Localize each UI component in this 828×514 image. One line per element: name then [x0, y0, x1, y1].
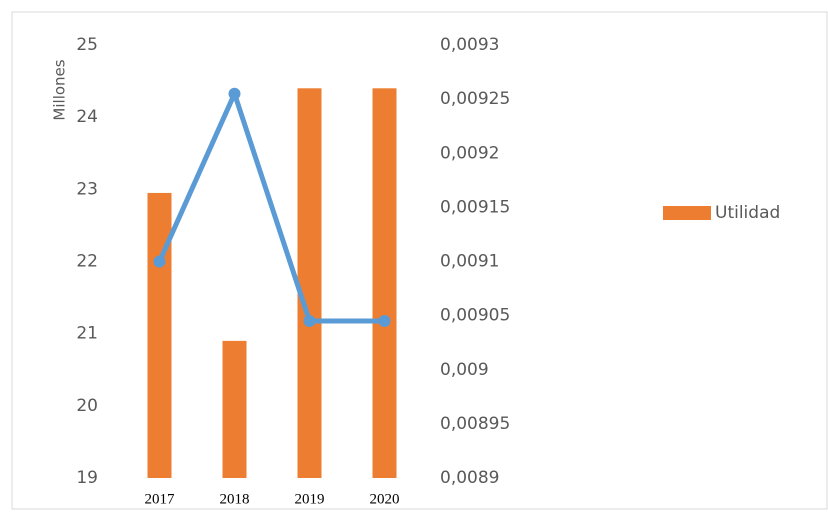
y-tick-label: 23 [76, 179, 98, 199]
y2-tick-label: 0,00925 [440, 89, 510, 109]
bar [222, 340, 247, 478]
line-point [378, 315, 391, 328]
y-tick-label: 21 [76, 324, 98, 344]
line [157, 91, 385, 324]
legend-label: Utilidad [715, 203, 780, 223]
y2-tick-label: 0,0091 [440, 252, 499, 272]
legend-swatch [663, 206, 711, 220]
chart-frame [11, 11, 828, 510]
bar [147, 192, 172, 479]
y-axis-label: Millones [51, 59, 69, 120]
y2-tick-label: 0,009 [440, 360, 489, 380]
x-tick-label: 2020 [370, 491, 400, 507]
line-point [303, 315, 316, 328]
x-tick-label: 2018 [220, 491, 250, 507]
y2-tick-label: 0,0093 [440, 35, 499, 55]
y-tick-label: 24 [76, 107, 98, 127]
y2-tick-label: 0,0092 [440, 143, 499, 163]
y2-tick-label: 0,00895 [440, 414, 510, 434]
y-tick-label: 25 [76, 35, 98, 55]
y2-tick-label: 0,00915 [440, 197, 510, 217]
bar [372, 88, 397, 479]
y-tick-label: 19 [76, 468, 98, 488]
line-point [153, 255, 166, 268]
x-tick-label: 2019 [295, 491, 325, 507]
bar [297, 88, 322, 479]
line-point [228, 87, 241, 100]
y2-tick-label: 0,0089 [440, 468, 499, 488]
y-tick-label: 20 [76, 396, 98, 416]
x-tick-label: 2017 [145, 491, 176, 507]
y2-tick-label: 0,00905 [440, 306, 510, 326]
y-tick-label: 22 [76, 252, 98, 272]
